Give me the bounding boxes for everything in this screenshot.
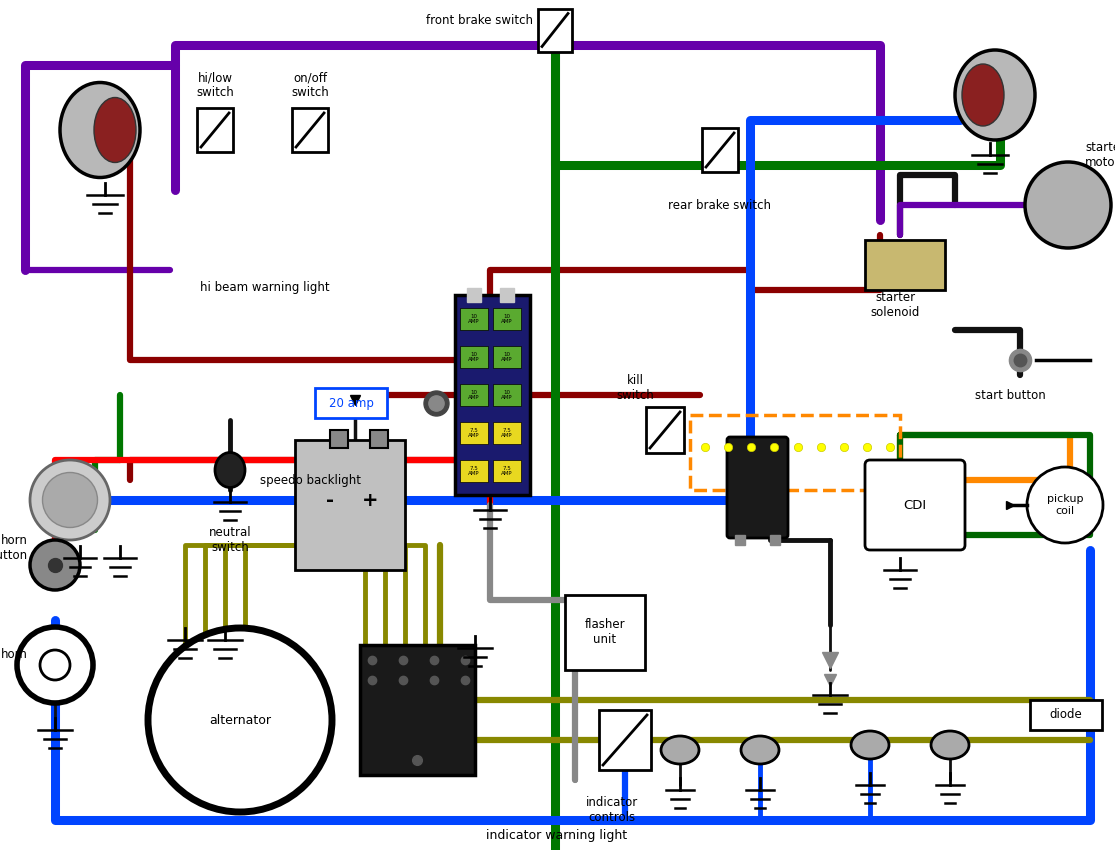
Bar: [460, 308, 488, 330]
Bar: [493, 308, 521, 330]
Bar: [460, 346, 488, 368]
Bar: [493, 384, 521, 406]
Circle shape: [17, 627, 93, 703]
Ellipse shape: [42, 473, 97, 528]
Bar: [702, 128, 738, 172]
Bar: [539, 8, 572, 52]
Text: starter
motor: starter motor: [1085, 141, 1115, 169]
Text: 10
AMP: 10 AMP: [501, 314, 513, 325]
Text: CDI: CDI: [903, 498, 927, 512]
Text: 10
AMP: 10 AMP: [468, 314, 479, 325]
Text: neutral
switch: neutral switch: [209, 526, 251, 554]
FancyBboxPatch shape: [865, 460, 964, 550]
Text: 10
AMP: 10 AMP: [468, 389, 479, 400]
Bar: [493, 460, 521, 482]
Ellipse shape: [741, 736, 779, 764]
Text: 10
AMP: 10 AMP: [468, 352, 479, 362]
Bar: [360, 645, 475, 775]
Circle shape: [40, 650, 70, 680]
Text: speedo backlight: speedo backlight: [260, 473, 360, 486]
Ellipse shape: [931, 731, 969, 759]
Ellipse shape: [60, 82, 140, 178]
Bar: [599, 710, 651, 770]
Ellipse shape: [94, 98, 136, 162]
Bar: [493, 422, 521, 444]
Text: starter
solenoid: starter solenoid: [871, 291, 920, 319]
Bar: [646, 407, 683, 453]
Bar: [295, 440, 405, 570]
Bar: [292, 108, 328, 152]
Text: horn: horn: [1, 649, 28, 661]
Text: hi beam warning light: hi beam warning light: [200, 281, 330, 294]
Ellipse shape: [30, 460, 110, 540]
Text: kill
switch: kill switch: [617, 374, 653, 402]
Text: 7.5
AMP: 7.5 AMP: [468, 428, 479, 439]
Text: indicator
controls: indicator controls: [585, 796, 638, 824]
Bar: [865, 240, 946, 290]
Text: 20 amp: 20 amp: [329, 396, 374, 410]
Text: alternator: alternator: [209, 713, 271, 727]
Text: +: +: [361, 490, 378, 509]
Bar: [690, 415, 900, 490]
Bar: [370, 430, 388, 448]
Text: pickup
coil: pickup coil: [1047, 494, 1084, 516]
Text: -: -: [326, 490, 334, 509]
Bar: [460, 384, 488, 406]
Circle shape: [1025, 162, 1111, 248]
Text: diode: diode: [1049, 709, 1083, 722]
Text: horn
button: horn button: [0, 534, 28, 562]
Circle shape: [30, 540, 80, 590]
Text: 10
AMP: 10 AMP: [501, 352, 513, 362]
Text: start button: start button: [975, 388, 1046, 401]
Ellipse shape: [956, 50, 1035, 140]
Ellipse shape: [661, 736, 699, 764]
Text: front brake switch: front brake switch: [427, 14, 533, 26]
Bar: [455, 295, 530, 495]
Text: 10
AMP: 10 AMP: [501, 389, 513, 400]
Text: indicator warning light: indicator warning light: [486, 830, 628, 842]
Text: 7.5
AMP: 7.5 AMP: [501, 466, 513, 476]
Bar: [330, 430, 348, 448]
Text: flasher
unit: flasher unit: [584, 618, 626, 646]
Circle shape: [1027, 467, 1103, 543]
Text: 7.5
AMP: 7.5 AMP: [501, 428, 513, 439]
Text: hi/low
switch: hi/low switch: [196, 71, 234, 99]
Ellipse shape: [962, 64, 1004, 126]
Ellipse shape: [851, 731, 889, 759]
Ellipse shape: [215, 452, 245, 488]
Text: 7.5
AMP: 7.5 AMP: [468, 466, 479, 476]
Bar: [316, 388, 387, 418]
Circle shape: [148, 628, 332, 812]
Text: rear brake switch: rear brake switch: [669, 199, 772, 212]
FancyBboxPatch shape: [727, 437, 788, 538]
Bar: [493, 346, 521, 368]
Bar: [197, 108, 233, 152]
Bar: [565, 595, 644, 670]
Bar: [460, 422, 488, 444]
Bar: [1030, 700, 1102, 730]
Bar: [460, 460, 488, 482]
Text: on/off
switch: on/off switch: [291, 71, 329, 99]
